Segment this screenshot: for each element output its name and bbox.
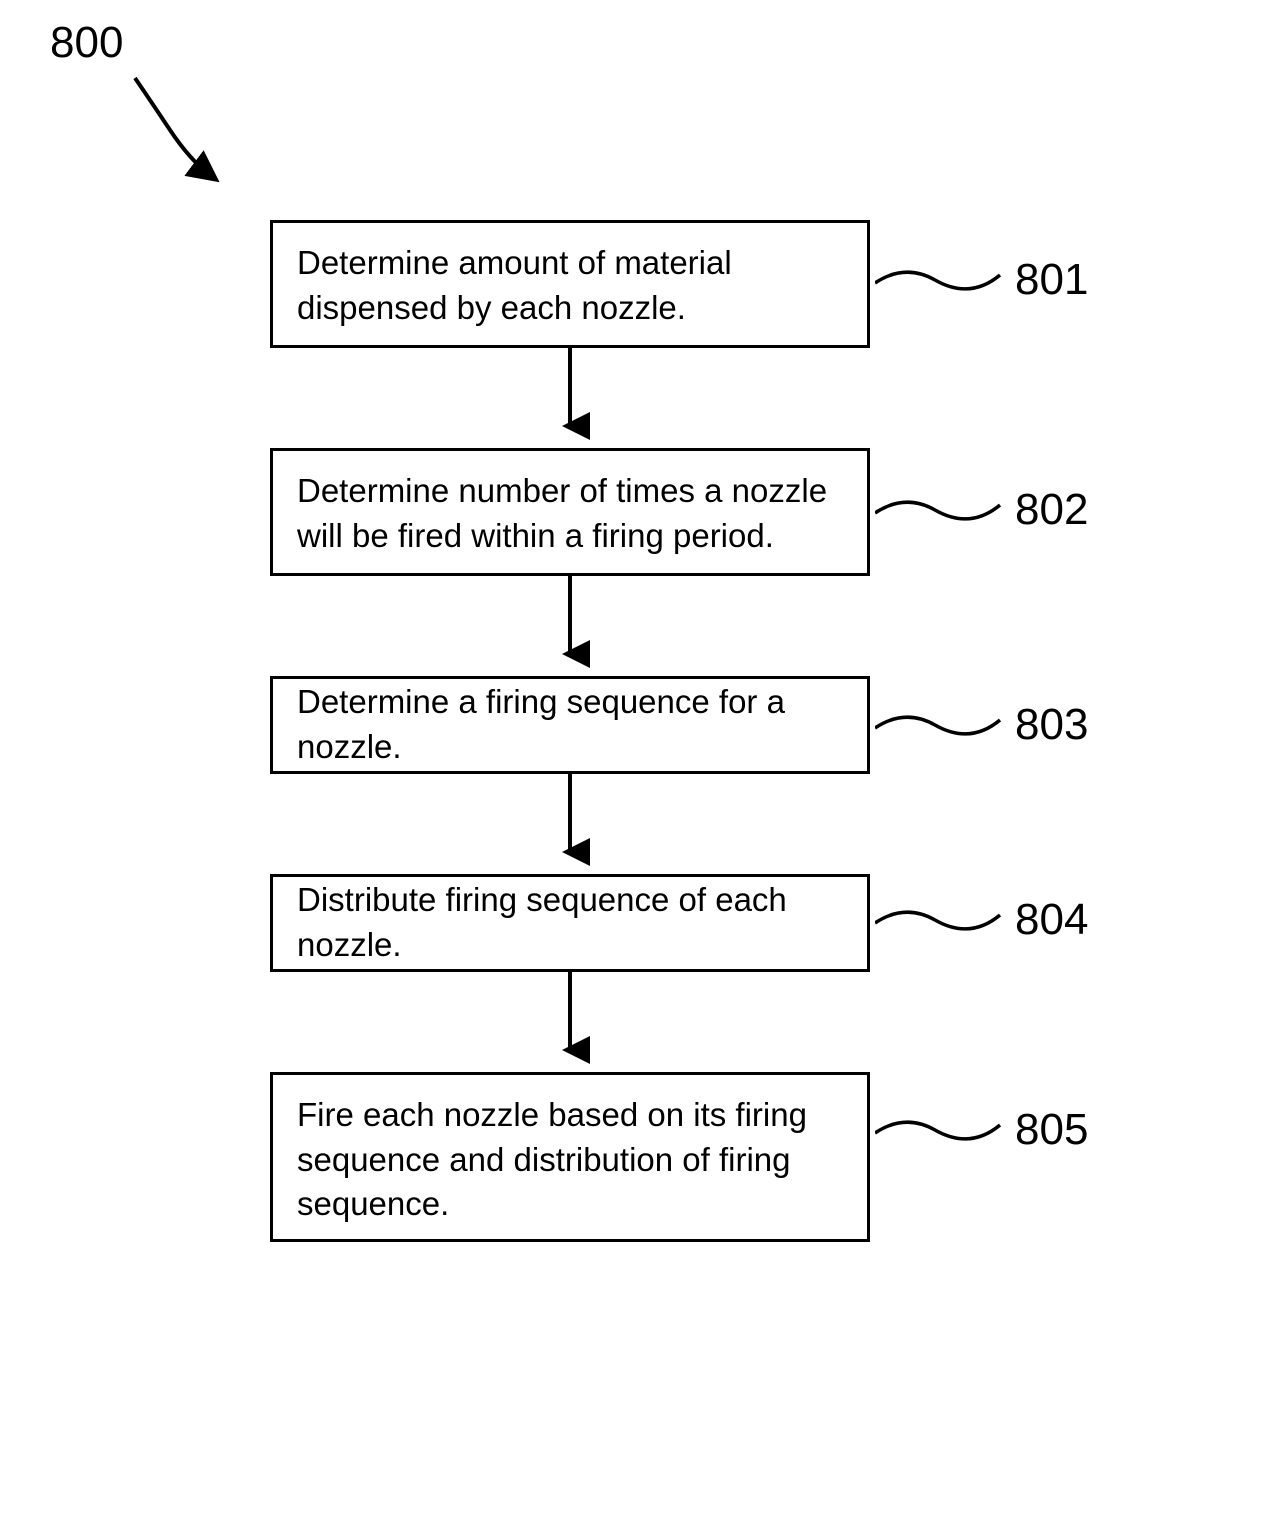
box-label-802: 802 — [1015, 485, 1088, 535]
box-label-805: 805 — [1015, 1105, 1088, 1155]
box-label-801: 801 — [1015, 255, 1088, 305]
flowchart-box-805: Fire each nozzle based on its firing seq… — [270, 1072, 870, 1242]
tilde-icon — [875, 1105, 1005, 1155]
flowchart-box-801: Determine amount of material dispensed b… — [270, 220, 870, 348]
tilde-icon — [875, 255, 1005, 305]
flowchart-box-802: Determine number of times a nozzle will … — [270, 448, 870, 576]
box-text: Fire each nozzle based on its firing seq… — [297, 1096, 807, 1222]
box-label-804: 804 — [1015, 895, 1088, 945]
flowchart-container: Determine amount of material dispensed b… — [270, 220, 870, 1242]
tilde-icon — [875, 895, 1005, 945]
flowchart-arrow-1 — [270, 348, 870, 448]
flowchart-arrow-3 — [270, 774, 870, 874]
box-label-803: 803 — [1015, 700, 1088, 750]
box-text: Determine number of times a nozzle will … — [297, 472, 827, 554]
box-text: Determine a firing sequence for a nozzle… — [297, 680, 843, 769]
flowchart-box-803: Determine a firing sequence for a nozzle… — [270, 676, 870, 774]
box-text: Determine amount of material dispensed b… — [297, 244, 732, 326]
box-text: Distribute firing sequence of each nozzl… — [297, 878, 843, 967]
flowchart-arrow-2 — [270, 576, 870, 676]
flowchart-arrow-4 — [270, 972, 870, 1072]
tilde-icon — [875, 700, 1005, 750]
diagram-title-label: 800 — [50, 18, 123, 68]
tilde-icon — [875, 485, 1005, 535]
flowchart-box-804: Distribute firing sequence of each nozzl… — [270, 874, 870, 972]
